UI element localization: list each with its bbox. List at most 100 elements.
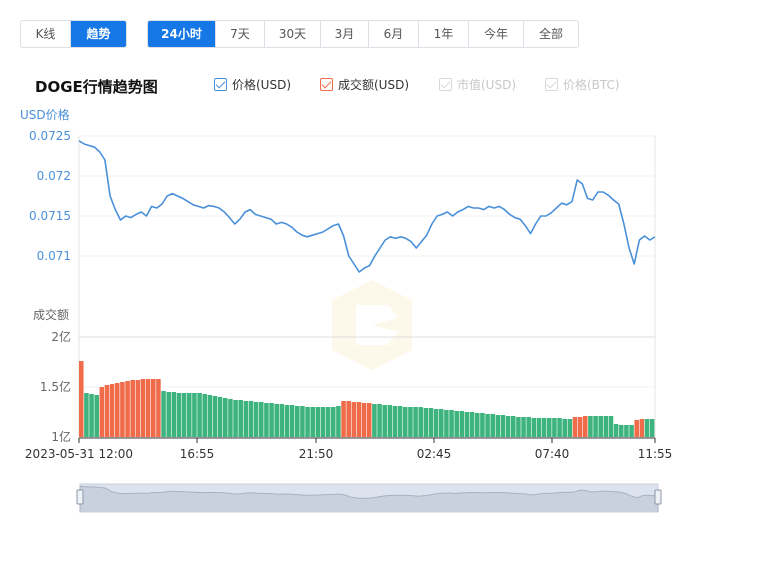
volume-bar	[161, 391, 166, 437]
volume-bar	[212, 396, 218, 437]
volume-bar	[259, 402, 264, 437]
legend-volume-usd[interactable]: 成交额(USD)	[320, 76, 409, 93]
volume-bar	[454, 411, 459, 437]
volume-tick-label: 1亿	[51, 429, 71, 444]
volume-bar	[99, 387, 105, 437]
volume-bar	[485, 414, 490, 437]
volume-bar	[490, 414, 495, 437]
volume-bar	[526, 417, 531, 437]
volume-bar	[464, 412, 470, 437]
volume-bar	[238, 400, 243, 437]
volume-bar	[310, 407, 315, 437]
volume-axis-label: 成交额	[33, 307, 69, 322]
volume-bar	[367, 403, 372, 437]
x-tick-label: 02:45	[417, 447, 452, 461]
volume-bar	[233, 400, 238, 437]
navigator-series	[79, 485, 659, 512]
checkbox-icon	[545, 78, 558, 91]
price-tick-label: 0.0715	[29, 209, 71, 223]
volume-bar	[516, 417, 521, 437]
volume-bar	[156, 379, 161, 437]
volume-tick-label: 1.5亿	[40, 379, 71, 394]
volume-bar	[351, 402, 357, 437]
chart-mode-toggle: K线 趋势	[20, 20, 127, 48]
volume-bar	[557, 418, 562, 437]
volume-bar	[125, 381, 130, 437]
range-ytd-button[interactable]: 今年	[469, 21, 524, 47]
volume-bar	[284, 405, 290, 437]
volume-bar	[377, 404, 382, 437]
range-24h-button[interactable]: 24小时	[148, 21, 216, 47]
volume-bar	[361, 403, 367, 437]
volume-bar	[505, 416, 511, 437]
volume-bar	[269, 403, 274, 437]
volume-bar	[151, 379, 156, 437]
volume-bar	[104, 385, 110, 437]
range-6m-button[interactable]: 6月	[369, 21, 419, 47]
legend-label: 市值(USD)	[457, 78, 517, 92]
volume-bar	[392, 406, 398, 437]
range-all-button[interactable]: 全部	[524, 21, 578, 47]
checkbox-icon	[214, 78, 227, 91]
volume-bar	[613, 424, 619, 437]
volume-bar	[408, 407, 413, 437]
volume-bar	[109, 384, 115, 437]
x-tick-label: 2023-05-31 12:00	[25, 447, 133, 461]
volume-bar	[372, 404, 377, 437]
volume-bar	[192, 393, 197, 437]
price-axis-label: USD价格	[20, 107, 70, 122]
legend-price-btc[interactable]: 价格(BTC)	[545, 76, 620, 93]
range-7d-button[interactable]: 7天	[216, 21, 265, 47]
legend-label: 成交额(USD)	[338, 78, 410, 92]
volume-bar	[84, 393, 89, 437]
volume-bar	[248, 401, 254, 437]
volume-bar	[603, 416, 609, 437]
volume-bar	[403, 407, 408, 437]
volume-bar	[320, 407, 326, 437]
volume-bar	[289, 405, 295, 437]
volume-bar	[639, 419, 645, 437]
volume-bar	[274, 404, 279, 437]
navigator-handle-icon[interactable]	[76, 489, 84, 505]
range-1y-button[interactable]: 1年	[419, 21, 469, 47]
volume-bar	[387, 405, 393, 437]
volume-bar	[217, 397, 223, 437]
volume-bar	[187, 393, 192, 437]
price-tick-label: 0.072	[37, 169, 71, 183]
volume-bar	[577, 417, 583, 437]
volume-bar	[243, 401, 249, 437]
volume-bar	[300, 406, 305, 437]
volume-bar	[552, 418, 557, 437]
volume-bar	[619, 425, 624, 437]
volume-bar	[120, 382, 125, 437]
time-range-selector: 24小时 7天 30天 3月 6月 1年 今年 全部	[147, 20, 579, 48]
price-tick-label: 0.0725	[29, 129, 71, 143]
checkbox-icon	[320, 78, 333, 91]
range-3m-button[interactable]: 3月	[321, 21, 369, 47]
volume-bar	[279, 404, 285, 437]
volume-bar	[480, 413, 485, 437]
navigator-handle-icon[interactable]	[654, 489, 662, 505]
volume-bar	[583, 416, 588, 437]
volume-bar	[79, 361, 84, 437]
price-line	[78, 140, 656, 273]
legend-marketcap-usd[interactable]: 市值(USD)	[439, 76, 516, 93]
kline-mode-button[interactable]: K线	[21, 21, 71, 47]
trend-mode-button[interactable]: 趋势	[71, 21, 126, 47]
range-30d-button[interactable]: 30天	[265, 21, 321, 47]
range-navigator[interactable]	[76, 483, 662, 513]
volume-bar	[295, 406, 300, 437]
volume-bar	[598, 416, 603, 437]
volume-bar	[433, 409, 439, 437]
x-tick-label: 16:55	[180, 447, 215, 461]
volume-bar	[536, 418, 542, 437]
volume-bar	[511, 416, 516, 437]
volume-bar	[264, 403, 269, 437]
volume-bar	[423, 408, 429, 437]
chart-axes: 0.0725 0.072 0.0715 0.071 USD价格 2亿 1.5亿 1亿 成交额 20…	[20, 107, 672, 461]
volume-bar	[145, 379, 151, 437]
volume-bar	[305, 407, 310, 437]
volume-bar	[197, 393, 202, 437]
legend-price-usd[interactable]: 价格(USD)	[214, 76, 291, 93]
